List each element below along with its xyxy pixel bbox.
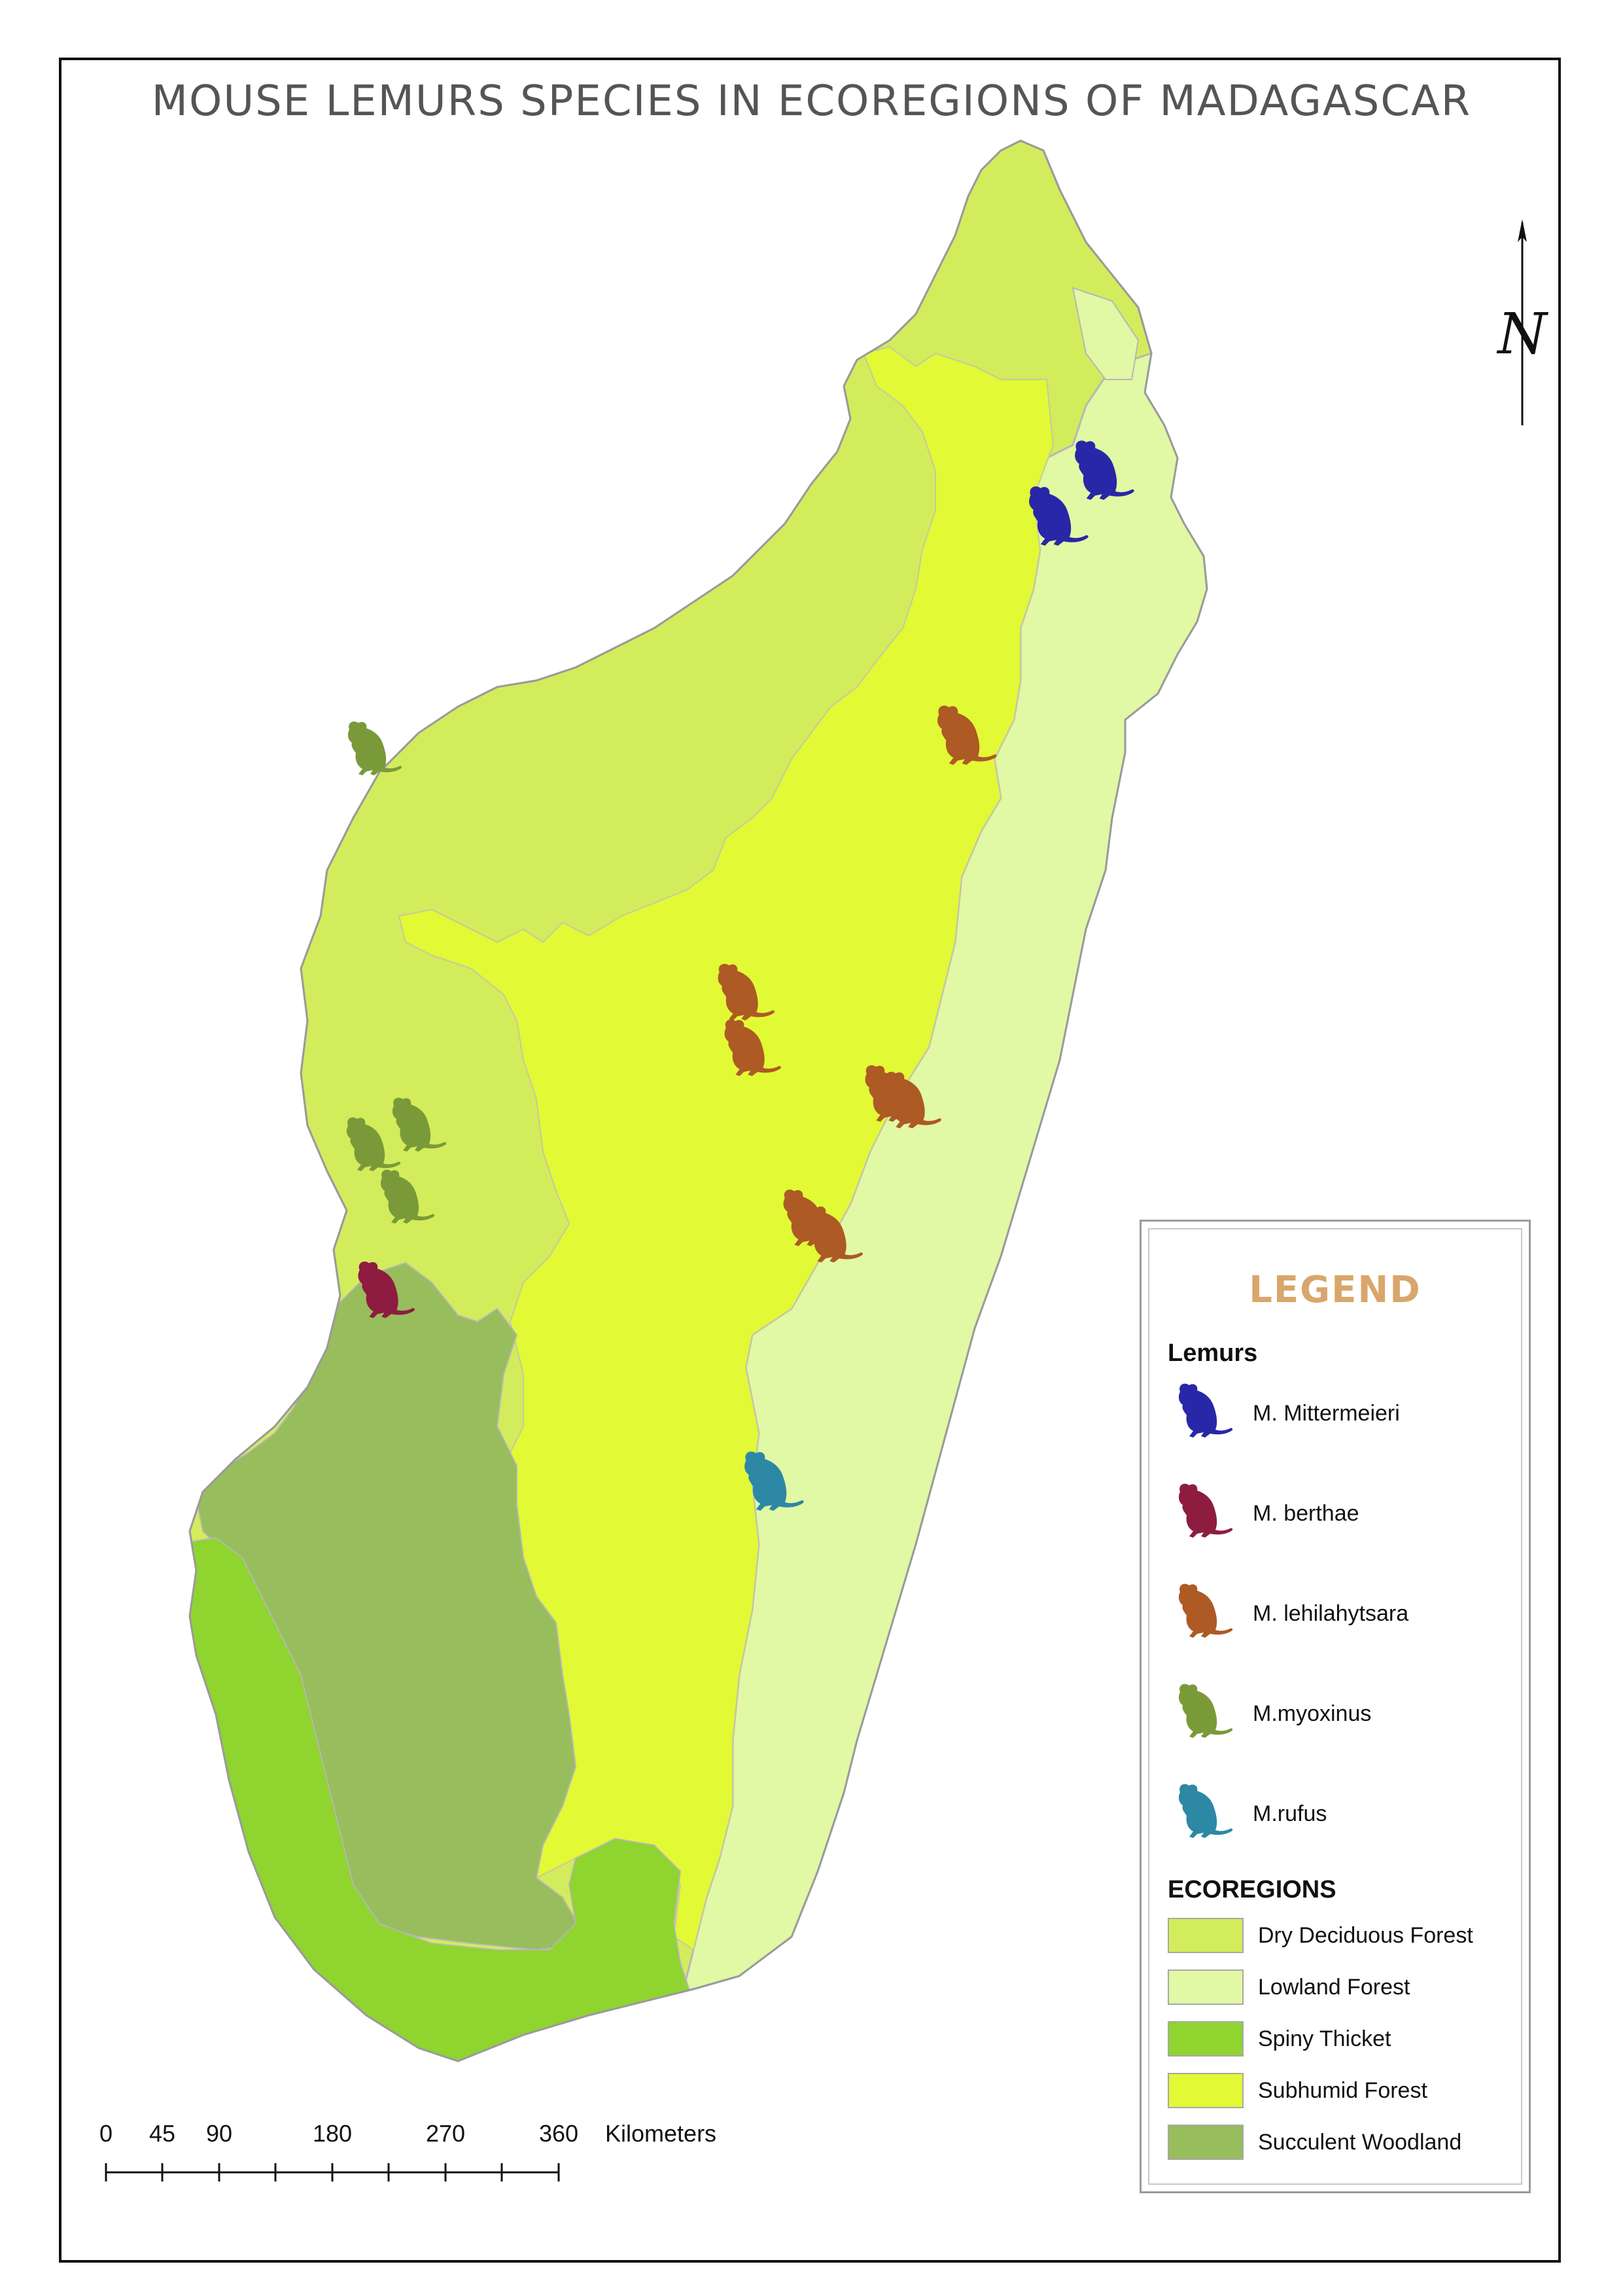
legend-item-m-myoxinus: M.myoxinus [1168,1679,1521,1744]
mouse-lemur-icon [1168,1479,1240,1544]
scale-tick-0: 0 [99,2120,113,2147]
legend-label: Subhumid Forest [1258,2078,1427,2103]
legend-label: Dry Deciduous Forest [1258,1923,1473,1948]
legend-item-m-mittermeieri: M. Mittermeieri [1168,1379,1521,1444]
legend-item-lowland-forest: Lowland Forest [1168,1967,1521,2006]
color-swatch [1168,2021,1244,2057]
mouse-lemur-icon [1168,1379,1240,1444]
scale-tick-90: 90 [205,2120,233,2147]
color-swatch [1168,2073,1244,2108]
legend-label: Succulent Woodland [1258,2130,1462,2155]
legend-item-spiny-thicket: Spiny Thicket [1168,2019,1521,2058]
north-arrow: N [1486,216,1558,432]
mouse-lemur-icon [1168,1779,1240,1845]
scale-tick-45: 45 [148,2120,176,2147]
north-arrow-icon: N [1496,219,1548,425]
scale-tick-360: 360 [538,2120,579,2147]
legend-label: M. berthae [1253,1501,1359,1526]
scale-unit: Kilometers [605,2120,717,2147]
color-swatch [1168,2125,1244,2160]
legend: LEGEND Lemurs M. Mittermeieri M. berthae… [1140,1220,1531,2193]
legend-item-m-lehilahytsara: M. lehilahytsara [1168,1579,1521,1644]
mouse-lemur-icon [1168,1679,1240,1744]
legend-item-dry-deciduous-forest: Dry Deciduous Forest [1168,1915,1521,1954]
legend-item-subhumid-forest: Subhumid Forest [1168,2070,1521,2110]
map-title: MOUSE LEMURS SPECIES IN ECOREGIONS OF MA… [151,77,1472,126]
legend-inner-border [1148,1228,1522,2185]
legend-label: M.myoxinus [1253,1701,1372,1726]
legend-label: M. lehilahytsara [1253,1601,1409,1626]
legend-title: LEGEND [1249,1269,1422,1311]
mouse-lemur-icon [1168,1579,1240,1644]
scale-bar: 0 45 90 180 270 360 Kilometers [92,2120,746,2192]
legend-label: M.rufus [1253,1801,1327,1826]
legend-item-m-rufus: M.rufus [1168,1779,1521,1845]
coastline [188,139,1208,2062]
scale-tick-270: 270 [425,2120,466,2147]
legend-label: Spiny Thicket [1258,2026,1391,2051]
region-lowland-forest-north [1072,287,1140,380]
legend-lemurs-heading: Lemurs [1168,1339,1258,1367]
map-frame [59,58,1561,2263]
scale-bar-graphic [105,2163,560,2181]
legend-ecoregions-heading: ECOREGIONS [1168,1876,1336,1903]
legend-label: M. Mittermeieri [1253,1401,1400,1426]
north-letter: N [1496,302,1548,367]
legend-item-m-berthae: M. berthae [1168,1479,1521,1544]
legend-label: Lowland Forest [1258,1975,1410,2000]
scale-tick-180: 180 [312,2120,353,2147]
color-swatch [1168,1969,1244,2005]
legend-item-succulent-woodland: Succulent Woodland [1168,2122,1521,2161]
color-swatch [1168,1918,1244,1953]
